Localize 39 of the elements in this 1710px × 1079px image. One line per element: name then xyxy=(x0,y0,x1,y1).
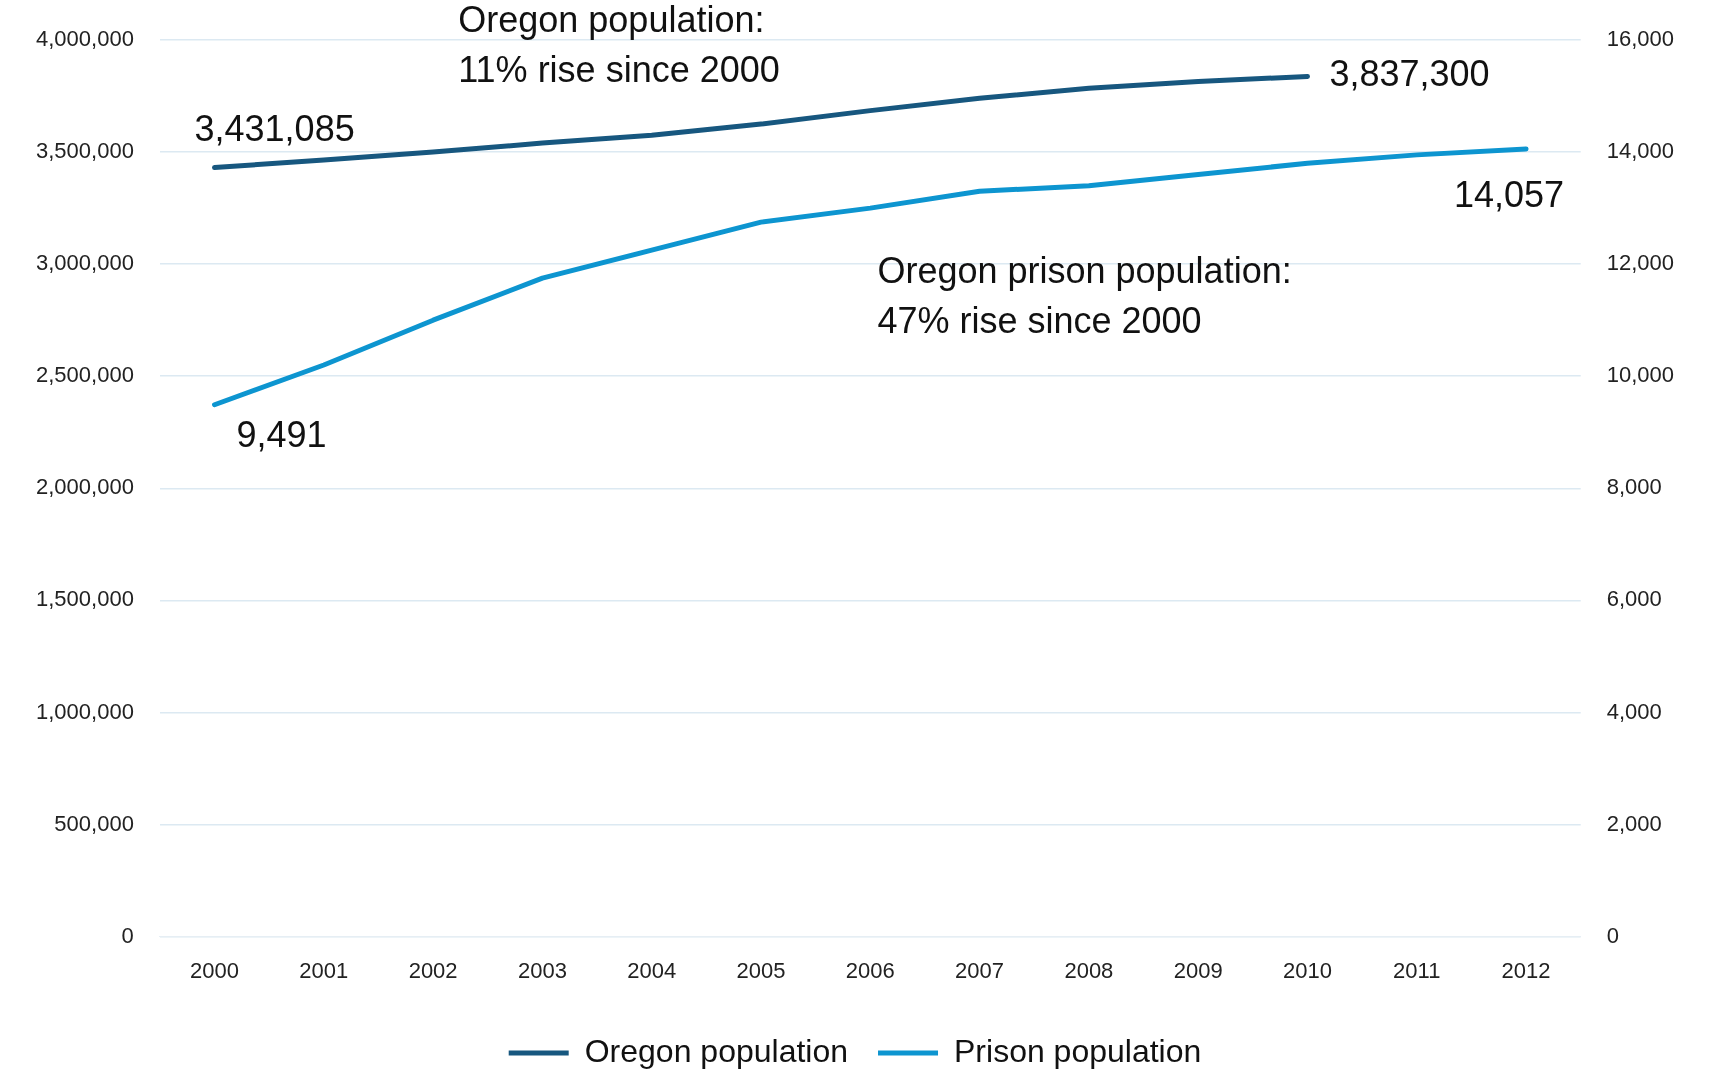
y-tick-label: 2,000,000 xyxy=(36,474,134,500)
data-label: 9,491 xyxy=(236,413,327,455)
y2-tick-label: 2,000 xyxy=(1606,810,1662,836)
legend-label: Oregon population xyxy=(584,1032,849,1069)
legend-label: Prison population xyxy=(954,1032,1202,1069)
x-tick-label: 2005 xyxy=(736,957,786,983)
y-tick-label: 1,500,000 xyxy=(36,586,134,612)
y-tick-label: 500,000 xyxy=(54,810,134,836)
annotation: Oregon population: 11% rise since 2000 xyxy=(458,0,780,90)
y2-tick-label: 6,000 xyxy=(1606,586,1662,612)
x-tick-label: 2008 xyxy=(1064,957,1114,983)
y2-tick-label: 4,000 xyxy=(1606,698,1662,724)
y2-tick-label: 10,000 xyxy=(1606,362,1675,388)
y-tick-label: 2,500,000 xyxy=(36,362,134,388)
y2-tick-label: 14,000 xyxy=(1606,138,1675,164)
x-tick-label: 2007 xyxy=(955,957,1005,983)
annotation: Oregon prison population: 47% rise since 2000 xyxy=(877,250,1292,342)
x-tick-label: 2004 xyxy=(627,957,677,983)
y2-tick-label: 0 xyxy=(1606,922,1619,948)
data-label: 3,431,085 xyxy=(194,108,355,150)
y2-tick-label: 16,000 xyxy=(1606,26,1675,52)
y2-tick-label: 12,000 xyxy=(1606,250,1675,276)
y2-tick-label: 8,000 xyxy=(1606,474,1662,500)
x-tick-label: 2003 xyxy=(517,957,567,983)
y-tick-label: 0 xyxy=(121,922,134,948)
x-tick-label: 2011 xyxy=(1393,957,1441,983)
x-tick-label: 2002 xyxy=(408,957,458,983)
x-tick-label: 2000 xyxy=(190,957,239,983)
x-tick-label: 2009 xyxy=(1173,957,1223,983)
x-tick-label: 2001 xyxy=(299,957,349,983)
y-tick-label: 3,000,000 xyxy=(36,250,134,276)
y-tick-label: 4,000,000 xyxy=(36,26,134,52)
data-label: 3,837,300 xyxy=(1329,53,1490,95)
x-tick-label: 2006 xyxy=(845,957,895,983)
x-tick-label: 2010 xyxy=(1283,957,1332,983)
data-label: 14,057 xyxy=(1453,173,1565,215)
y-tick-label: 3,500,000 xyxy=(36,138,134,164)
x-tick-label: 2012 xyxy=(1501,957,1551,983)
y-tick-label: 1,000,000 xyxy=(36,698,134,724)
